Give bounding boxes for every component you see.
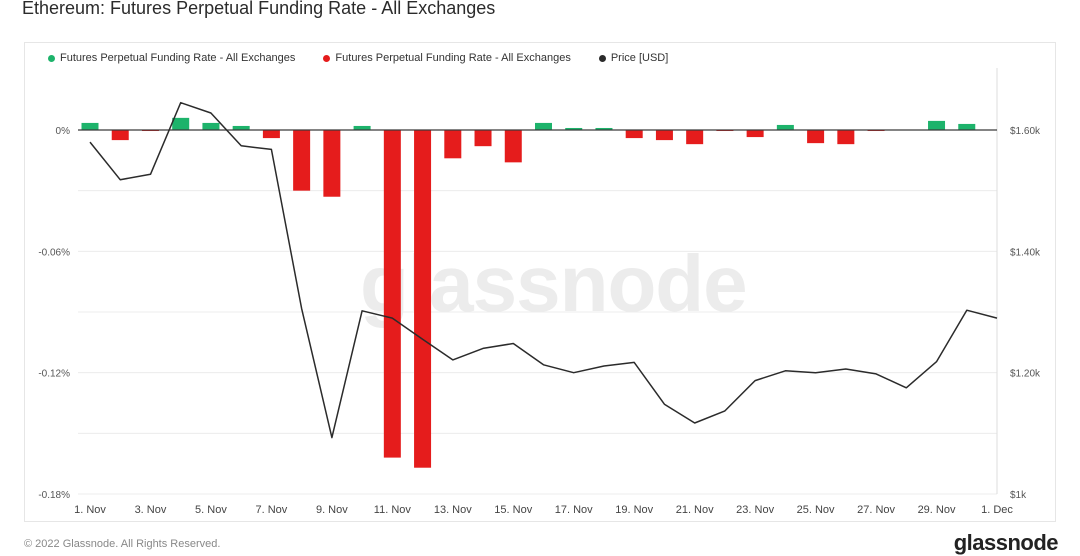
brand-logo: glassnode	[953, 530, 1059, 555]
x-tick-label: 3. Nov	[135, 504, 167, 516]
x-tick-label: 23. Nov	[736, 504, 774, 516]
funding-bar-negative	[474, 130, 492, 147]
x-tick-label: 29. Nov	[918, 504, 956, 516]
legend-label: Futures Perpetual Funding Rate - All Exc…	[335, 52, 571, 64]
funding-bar-negative	[383, 130, 401, 458]
x-tick-label: 1. Dec	[981, 504, 1013, 516]
legend-item-funding-negative[interactable]: Futures Perpetual Funding Rate - All Exc…	[323, 52, 571, 64]
funding-bar-negative	[807, 130, 825, 144]
x-tick-label: 19. Nov	[615, 504, 653, 516]
legend-item-price[interactable]: Price [USD]	[598, 52, 669, 64]
funding-bar-negative	[837, 130, 855, 145]
chart-panel	[24, 42, 1056, 522]
funding-bar-negative	[262, 130, 280, 139]
funding-bar-negative	[686, 130, 704, 145]
funding-bar-negative	[746, 130, 764, 138]
y-right-tick-label: $1.60k	[1010, 126, 1041, 137]
funding-bar-positive	[928, 120, 946, 130]
y-right-tick-label: $1.20k	[1010, 369, 1041, 380]
copyright-text: © 2022 Glassnode. All Rights Reserved.	[24, 538, 221, 550]
funding-bar-positive	[565, 127, 583, 130]
x-tick-label: 27. Nov	[857, 504, 895, 516]
legend-dot-green	[48, 54, 55, 62]
legend-dot-black	[598, 54, 606, 62]
y-left-tick-label: -0.12%	[38, 369, 70, 380]
funding-bar-positive	[172, 117, 190, 130]
funding-bar-negative	[444, 130, 462, 159]
x-tick-label: 1. Nov	[74, 504, 106, 516]
x-tick-label: 21. Nov	[676, 504, 714, 516]
funding-bar-positive	[81, 122, 99, 130]
x-tick-label: 11. Nov	[374, 504, 412, 516]
funding-bar-positive	[595, 127, 613, 130]
y-left-tick-label: 0%	[56, 126, 71, 137]
y-left-tick-label: -0.18%	[38, 490, 70, 501]
funding-bar-positive	[202, 122, 220, 130]
legend-dot-red	[323, 54, 331, 62]
funding-bar-negative	[504, 130, 522, 163]
funding-bar-negative	[655, 130, 673, 141]
price-line	[89, 101, 998, 439]
y-left-tick-label: -0.06%	[38, 247, 70, 258]
y-right-tick-label: $1k	[1010, 490, 1027, 501]
x-tick-label: 5. Nov	[195, 504, 227, 516]
y-right-tick-label: $1.40k	[1010, 247, 1041, 258]
funding-bar-negative	[414, 130, 432, 468]
funding-bar-negative	[323, 130, 341, 197]
x-tick-label: 9. Nov	[316, 504, 348, 516]
legend-item-funding-positive[interactable]: Futures Perpetual Funding Rate - All Exc…	[48, 52, 295, 64]
chart-title: Ethereum: Futures Perpetual Funding Rate…	[22, 0, 496, 18]
funding-bar-positive	[535, 122, 552, 130]
funding-bar-negative	[625, 130, 643, 139]
x-tick-label: 15. Nov	[494, 504, 532, 516]
legend: Futures Perpetual Funding Rate - All Exc…	[48, 52, 668, 64]
funding-bar-positive	[353, 125, 371, 130]
funding-bar-positive	[776, 124, 794, 130]
x-tick-label: 7. Nov	[256, 504, 288, 516]
legend-label: Futures Perpetual Funding Rate - All Exc…	[60, 52, 296, 64]
funding-bar-negative	[293, 130, 311, 191]
x-tick-label: 17. Nov	[555, 504, 593, 516]
funding-bar-negative	[111, 130, 129, 141]
funding-bar-positive	[958, 123, 976, 130]
x-tick-label: 25. Nov	[797, 504, 835, 516]
legend-label: Price [USD]	[610, 52, 669, 64]
funding-bar-positive	[232, 125, 250, 130]
x-tick-label: 13. Nov	[434, 504, 472, 516]
